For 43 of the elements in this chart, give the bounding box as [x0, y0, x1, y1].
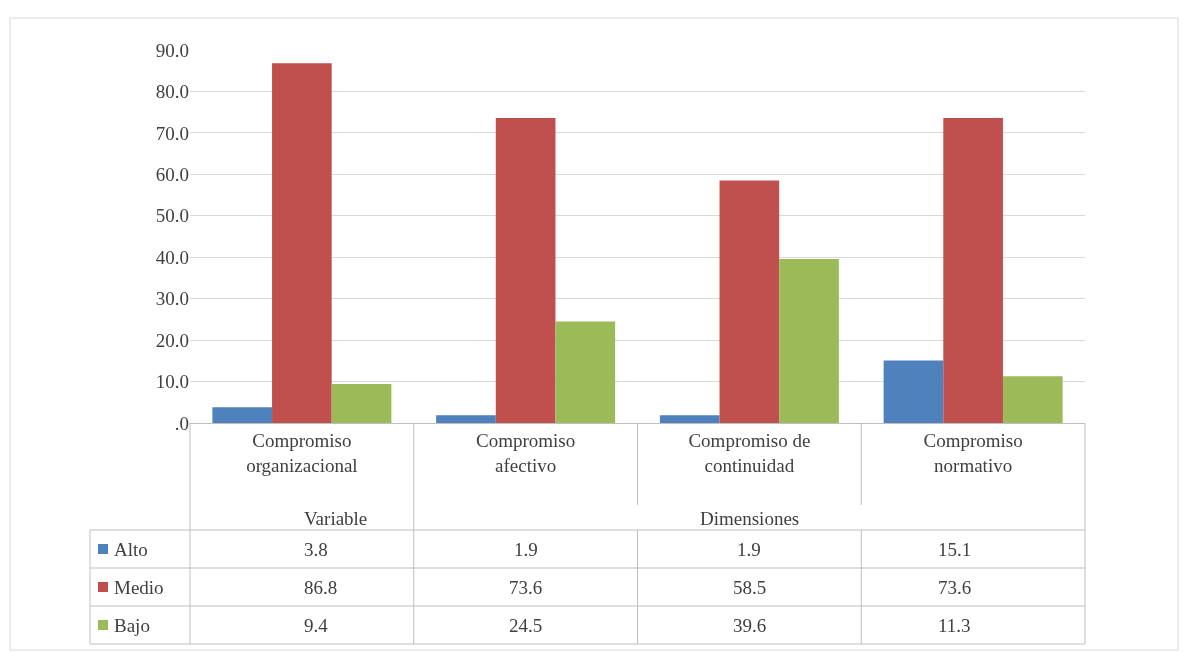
- data-label: 9.4: [304, 615, 329, 636]
- data-label: 73.6: [938, 577, 972, 598]
- y-tick-label: .0: [174, 412, 189, 434]
- data-label: 11.3: [938, 615, 971, 636]
- y-tick-label: 80.0: [155, 81, 189, 103]
- x-tick-label: Compromiso normativo: [923, 429, 1023, 476]
- y-tick-label: 50.0: [155, 205, 189, 227]
- x-tick-label: Compromiso de continuidad: [688, 429, 811, 476]
- bar: [331, 384, 392, 423]
- y-tick-label: 30.0: [155, 288, 189, 310]
- data-label: 15.1: [938, 539, 972, 560]
- data-label: 73.6: [509, 577, 543, 598]
- bar: [719, 180, 780, 423]
- x-tick-label: Compromiso organizacional: [246, 429, 358, 476]
- bar: [212, 407, 273, 423]
- data-label: 86.8: [304, 577, 338, 598]
- y-tick-label: 40.0: [155, 246, 189, 268]
- data-label: 58.5: [733, 577, 767, 598]
- bar: [943, 117, 1003, 423]
- y-tick-label: 60.0: [155, 163, 189, 185]
- bar: [1002, 376, 1063, 423]
- legend-label: Alto: [114, 539, 148, 560]
- bar: [272, 63, 332, 423]
- data-label: 1.9: [737, 539, 761, 560]
- x-tick-label: Compromiso afectivo: [476, 429, 576, 476]
- data-label: 39.6: [733, 615, 767, 636]
- data-label: 3.8: [304, 539, 328, 560]
- legend-label: Medio: [114, 577, 164, 598]
- y-tick-label: 90.0: [155, 39, 189, 61]
- bar: [659, 415, 720, 423]
- data-label: 1.9: [514, 539, 538, 560]
- text: Variable: [304, 508, 368, 529]
- bar: [495, 117, 556, 423]
- y-tick-label: 70.0: [155, 122, 189, 144]
- bar: [555, 321, 616, 423]
- bar: [883, 360, 944, 423]
- text: Dimensiones: [700, 508, 800, 529]
- legend-label: Bajo: [114, 615, 150, 636]
- bar: [779, 258, 839, 423]
- bar: [436, 415, 496, 423]
- data-label: 24.5: [509, 615, 543, 636]
- y-tick-label: 10.0: [155, 371, 189, 393]
- y-tick-label: 20.0: [155, 329, 189, 351]
